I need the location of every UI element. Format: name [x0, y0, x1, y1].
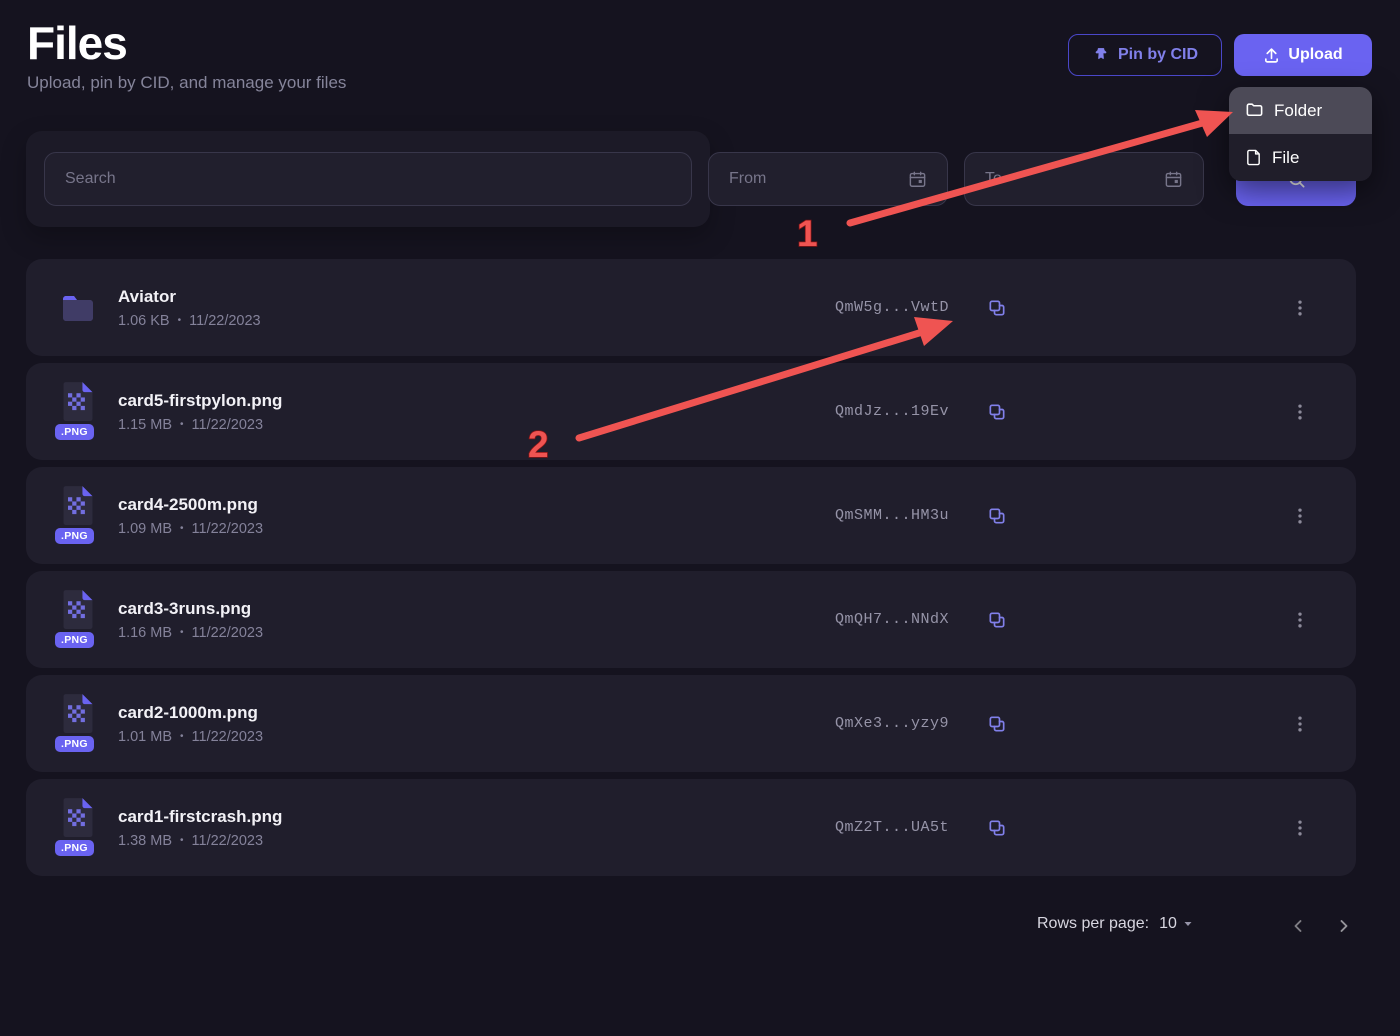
svg-text:1: 1: [797, 213, 818, 254]
